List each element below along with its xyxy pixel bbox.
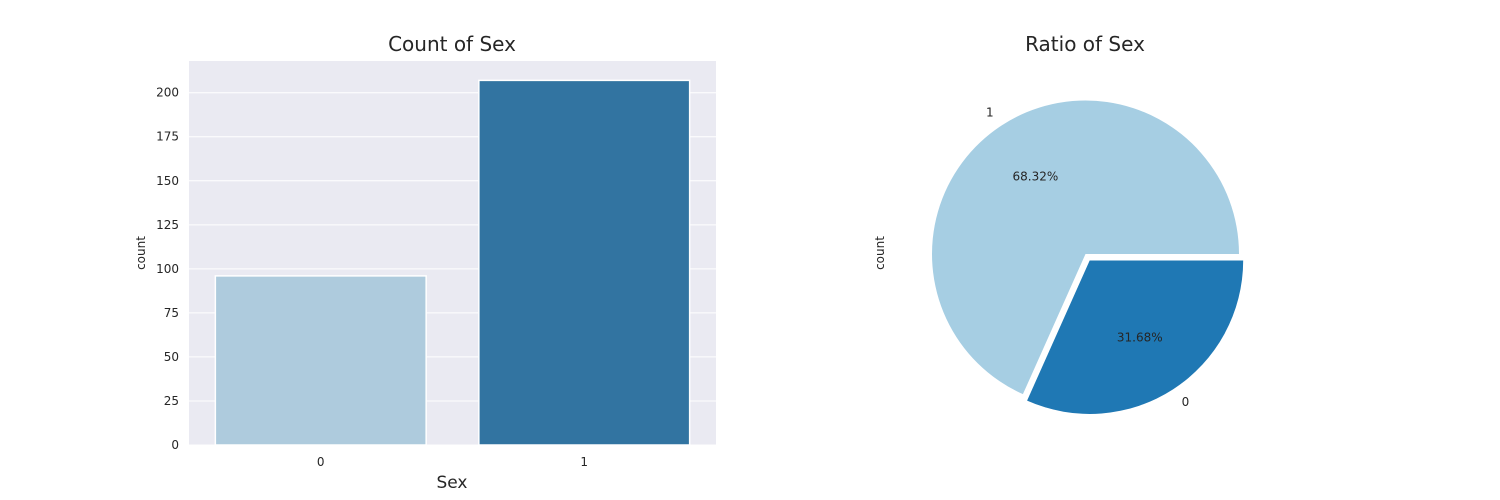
bar-y-tick-label: 125 <box>156 218 179 232</box>
pie-category-label: 0 <box>1182 395 1190 409</box>
bar-y-tick-label: 0 <box>171 438 179 452</box>
pie-slices <box>932 100 1244 414</box>
bar-y-tick-label: 25 <box>164 394 179 408</box>
bar-chart-title: Count of Sex <box>388 32 516 56</box>
bar-series <box>214 79 691 446</box>
bar-0 <box>214 275 427 446</box>
bar-y-axis-label: count <box>134 236 148 270</box>
pie-chart-title: Ratio of Sex <box>1025 32 1145 56</box>
bar-y-tick-label: 200 <box>156 86 179 100</box>
bar-1 <box>478 79 691 446</box>
bar-y-tick-label: 75 <box>164 306 179 320</box>
pie-category-label: 1 <box>986 105 994 119</box>
pie-chart: Ratio of Sex count 1 68.32% 0 31.68% <box>873 32 1244 414</box>
bar-x-tick-label: 0 <box>317 455 325 469</box>
bar-y-tick-label: 150 <box>156 174 179 188</box>
pie-labels: 1 68.32% 0 31.68% <box>986 105 1189 409</box>
bar-y-tick-label: 50 <box>164 350 179 364</box>
pie-slice-0 <box>1027 260 1244 414</box>
pie-slice-1 <box>932 100 1239 395</box>
pie-percent-label: 31.68% <box>1117 331 1163 345</box>
bar-x-tick-label: 1 <box>580 455 588 469</box>
bar-y-tick-label: 100 <box>156 262 179 276</box>
pie-y-axis-label: count <box>873 236 887 270</box>
bar-y-tick-labels: 0 25 50 75 100 125 150 175 200 <box>156 86 179 452</box>
pie-percent-label: 68.32% <box>1012 170 1058 184</box>
bar-y-tick-label: 175 <box>156 130 179 144</box>
bar-x-axis-label: Sex <box>436 473 467 493</box>
